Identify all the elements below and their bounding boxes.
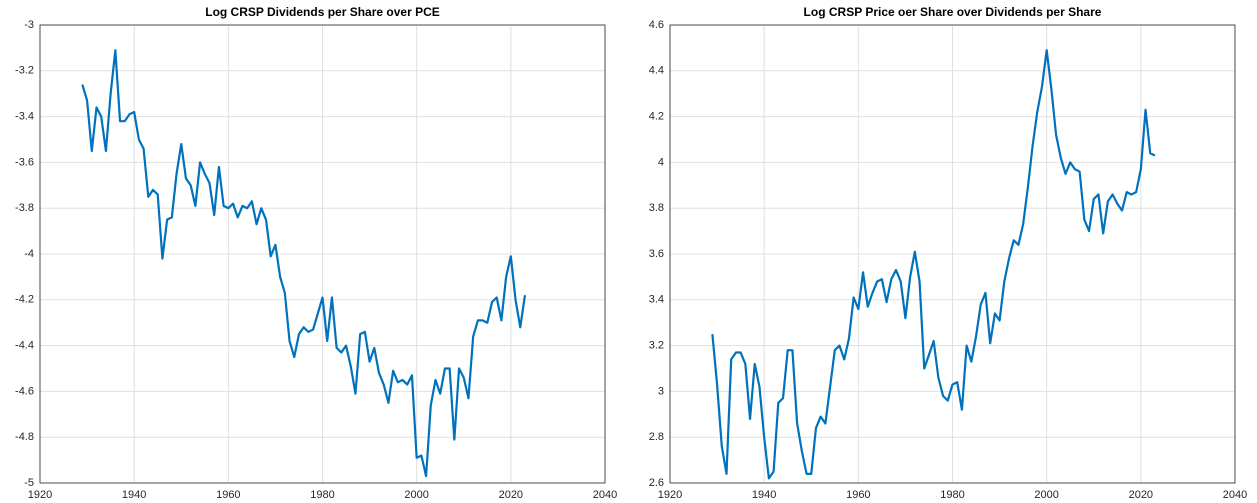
x-tick-label: 2000 [1034, 489, 1058, 501]
y-tick-label: -4.4 [15, 340, 34, 352]
x-tick-label: 1920 [28, 489, 52, 501]
x-tick-label: 2040 [1223, 489, 1247, 501]
y-tick-label: -3.8 [15, 202, 34, 214]
y-tick-label: -3.4 [15, 111, 34, 123]
x-tick-label: 1940 [752, 489, 776, 501]
x-tick-label: 2020 [499, 489, 523, 501]
y-tick-label: -3.2 [15, 65, 34, 77]
axes-box [669, 24, 1236, 484]
x-tick-label: 1940 [122, 489, 146, 501]
x-tick-label: 1980 [940, 489, 964, 501]
y-tick-label: 4.6 [649, 19, 664, 31]
y-tick-label: -4.6 [15, 385, 34, 397]
chart-title: Log CRSP Price oer Share over Dividends … [804, 5, 1102, 19]
y-tick-label: 4 [658, 156, 664, 168]
x-tick-label: 2040 [593, 489, 617, 501]
data-line [81, 49, 527, 478]
y-tick-label: 3.2 [649, 340, 664, 352]
y-tick-label: -3.6 [15, 156, 34, 168]
y-tick-label: 4.4 [649, 65, 664, 77]
y-tick-label: -4 [24, 248, 34, 260]
y-tick-label: 3.4 [649, 294, 664, 306]
x-tick-label: 1960 [216, 489, 240, 501]
x-tick-label: 1980 [310, 489, 334, 501]
data-line [711, 49, 1156, 480]
y-tick-label: -3 [24, 19, 34, 31]
y-tick-label: 3 [658, 385, 664, 397]
y-tick-label: 3.6 [649, 248, 664, 260]
y-tick-label: 4.2 [649, 111, 664, 123]
y-tick-label: -5 [24, 477, 34, 489]
y-tick-label: -4.8 [15, 431, 34, 443]
y-tick-label: -4.2 [15, 294, 34, 306]
y-tick-label: 2.8 [649, 431, 664, 443]
x-tick-label: 1960 [846, 489, 870, 501]
chart-title: Log CRSP Dividends per Share over PCE [205, 5, 440, 19]
x-tick-label: 1920 [658, 489, 682, 501]
x-tick-label: 2000 [404, 489, 428, 501]
y-tick-label: 3.8 [649, 202, 664, 214]
axes-box [39, 24, 606, 484]
y-tick-label: 2.6 [649, 477, 664, 489]
x-tick-label: 2020 [1129, 489, 1153, 501]
